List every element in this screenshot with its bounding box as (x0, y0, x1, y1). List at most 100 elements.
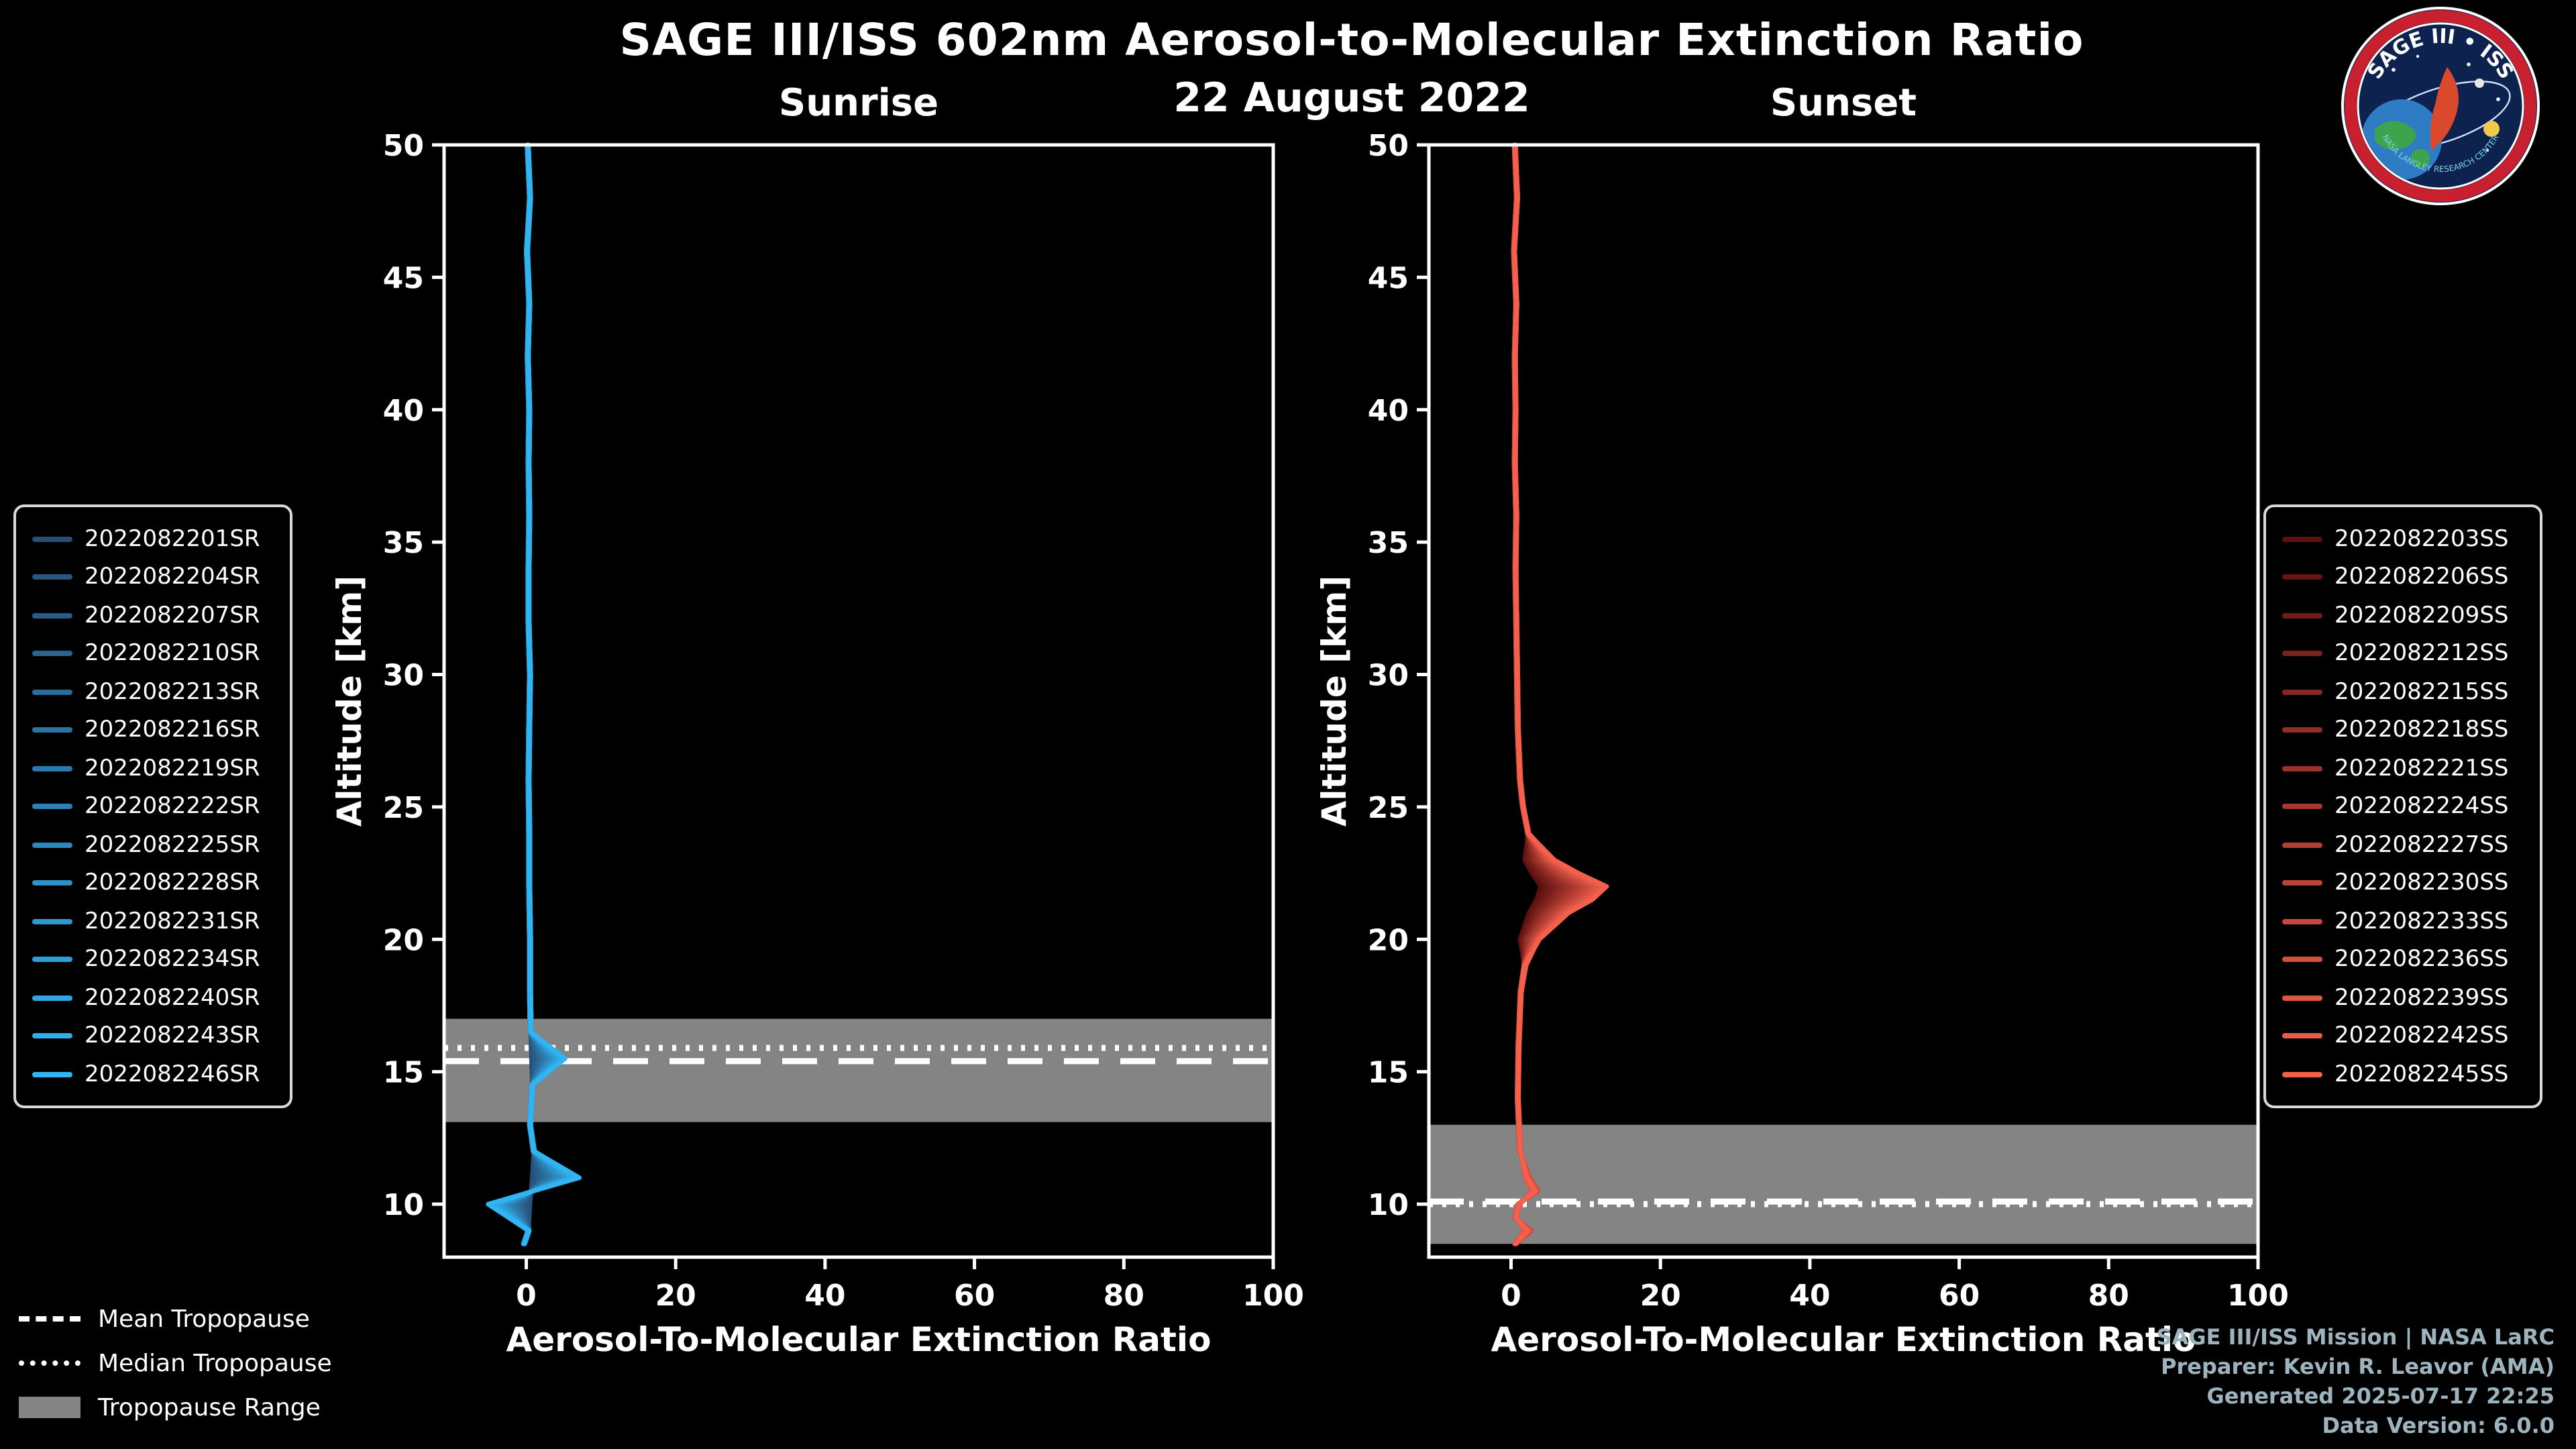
sun-icon (2483, 121, 2500, 137)
x-axis-label: Aerosol-To-Molecular Extinction Ratio (506, 1320, 1212, 1359)
y-tick-label: 50 (1368, 129, 1409, 163)
y-tick-label: 40 (383, 394, 424, 428)
legend-line-swatch-icon (32, 842, 72, 847)
legend-item: 2022082201SR (32, 521, 274, 557)
y-tick-label: 20 (1368, 923, 1409, 957)
legend-line-swatch-icon (32, 918, 72, 924)
dashed-line-icon (19, 1316, 80, 1322)
legend-item: 2022082210SR (32, 635, 274, 672)
footer-preparer: Preparer: Kevin R. Leavor (AMA) (2161, 1354, 2555, 1379)
legend-line-swatch-icon (2282, 957, 2322, 962)
legend-line-swatch-icon (2282, 651, 2322, 656)
legend-item-label: 2022082239SS (2334, 984, 2509, 1011)
profile-line-2022082236SS (1511, 142, 1595, 1246)
plot-frame (442, 143, 1275, 1259)
legend-item: 2022082234SR (32, 941, 274, 977)
legend-item-label: 2022082206SS (2334, 564, 2509, 590)
y-tick-label: 40 (1368, 394, 1409, 428)
y-axis-label: Altitude [km] (1315, 576, 1354, 827)
legend-item-label: 2022082225SR (85, 831, 260, 858)
profile-line-2022082233SS (1512, 142, 1591, 1246)
legend-line-swatch-icon (32, 536, 72, 541)
legend-item-label: 2022082204SR (85, 564, 260, 590)
legend-item-label: 2022082236SS (2334, 946, 2509, 973)
profile-line-2022082224SS (1512, 142, 1576, 1246)
x-tick-label: 60 (1939, 1279, 1980, 1313)
mean-tropopause-legend-item: Mean Tropopause (19, 1304, 332, 1334)
legend-line-swatch-icon (32, 689, 72, 694)
median-tropopause-label: Median Tropopause (98, 1349, 332, 1377)
x-axis-label: Aerosol-To-Molecular Extinction Ratio (1491, 1320, 2196, 1359)
profile-line-2022082239SS (1511, 142, 1601, 1246)
x-tick-label: 60 (954, 1279, 995, 1313)
x-tick-label: 20 (1640, 1279, 1681, 1313)
median-tropopause-legend-item: Median Tropopause (19, 1348, 332, 1378)
legend-line-swatch-icon (32, 651, 72, 656)
x-tick-label: 100 (1242, 1279, 1304, 1313)
y-tick-label: 15 (1368, 1056, 1409, 1090)
legend-line-swatch-icon (2282, 612, 2322, 618)
legend-line-swatch-icon (32, 804, 72, 809)
legend-item-label: 2022082243SR (85, 1022, 260, 1049)
legend-item-label: 2022082234SR (85, 946, 260, 973)
profile-line-2022082215SS (1512, 142, 1562, 1246)
legend-line-swatch-icon (2282, 574, 2322, 580)
legend-item-label: 2022082222SR (85, 793, 260, 820)
y-tick-label: 35 (1368, 526, 1409, 560)
legend-line-swatch-icon (32, 995, 72, 1000)
moon-icon (2475, 78, 2484, 88)
legend-item-label: 2022082212SS (2334, 640, 2509, 667)
legend-line-swatch-icon (32, 574, 72, 580)
legend-item-label: 2022082210SR (85, 640, 260, 667)
y-tick-label: 10 (1368, 1188, 1409, 1222)
legend-item-label: 2022082209SS (2334, 602, 2509, 629)
legend-item: 2022082212SS (2282, 635, 2524, 672)
legend-item: 2022082203SS (2282, 521, 2524, 557)
x-tick-label: 80 (2088, 1279, 2129, 1313)
legend-item: 2022082219SR (32, 750, 274, 786)
legend-item: 2022082213SR (32, 674, 274, 710)
legend-item: 2022082227SS (2282, 826, 2524, 863)
legend-line-swatch-icon (2282, 804, 2322, 809)
x-tick-label: 40 (804, 1279, 845, 1313)
y-tick-label: 35 (383, 526, 424, 560)
y-tick-label: 25 (383, 791, 424, 825)
legend-item-label: 2022082218SS (2334, 716, 2509, 743)
legend-item: 2022082224SS (2282, 788, 2524, 824)
legend-item: 2022082228SR (32, 865, 274, 901)
panel-sunset: 0 20 40 60 80 100 10 15 20 25 30 35 40 45 50 Sunset Aero… (1315, 81, 2289, 1359)
profile-line-2022082245SS (1511, 142, 1609, 1246)
legend-item-label: 2022082221SS (2334, 755, 2509, 782)
footer-version: Data Version: 6.0.0 (2322, 1413, 2555, 1438)
legend-line-swatch-icon (2282, 536, 2322, 541)
legend-item-label: 2022082240SR (85, 984, 260, 1011)
legend-line-swatch-icon (32, 880, 72, 885)
logo-artwork (2361, 54, 2511, 180)
footer-generated: Generated 2025-07-17 22:25 (2206, 1383, 2555, 1409)
legend-line-swatch-icon (32, 1071, 72, 1077)
figure-title: SAGE III/ISS 602nm Aerosol-to-Molecular … (619, 13, 2084, 66)
legend-item-label: 2022082242SS (2334, 1022, 2509, 1049)
legend-line-swatch-icon (2282, 995, 2322, 1000)
panel-title-sunrise: Sunrise (779, 81, 938, 125)
dotted-line-icon (19, 1360, 80, 1366)
legend-item-label: 2022082230SS (2334, 869, 2509, 896)
legend-item: 2022082245SS (2282, 1056, 2524, 1092)
tropopause-range-band (1429, 1124, 2258, 1244)
legend-line-swatch-icon (2282, 727, 2322, 733)
legend-item: 2022082215SS (2282, 674, 2524, 710)
legend-item-label: 2022082216SR (85, 716, 260, 743)
legend-item: 2022082239SS (2282, 979, 2524, 1016)
legend-line-swatch-icon (2282, 765, 2322, 771)
footer-mission: SAGE III/ISS Mission | NASA LaRC (2156, 1324, 2555, 1350)
y-tick-label: 20 (383, 923, 424, 957)
x-tick-label: 0 (516, 1279, 537, 1313)
legend-item: 2022082216SR (32, 712, 274, 748)
legend-item: 2022082246SR (32, 1056, 274, 1092)
legend-line-swatch-icon (2282, 880, 2322, 885)
x-tick-label: 0 (1501, 1279, 1521, 1313)
legend-item-label: 2022082224SS (2334, 793, 2509, 820)
legend-item-label: 2022082219SR (85, 755, 260, 782)
